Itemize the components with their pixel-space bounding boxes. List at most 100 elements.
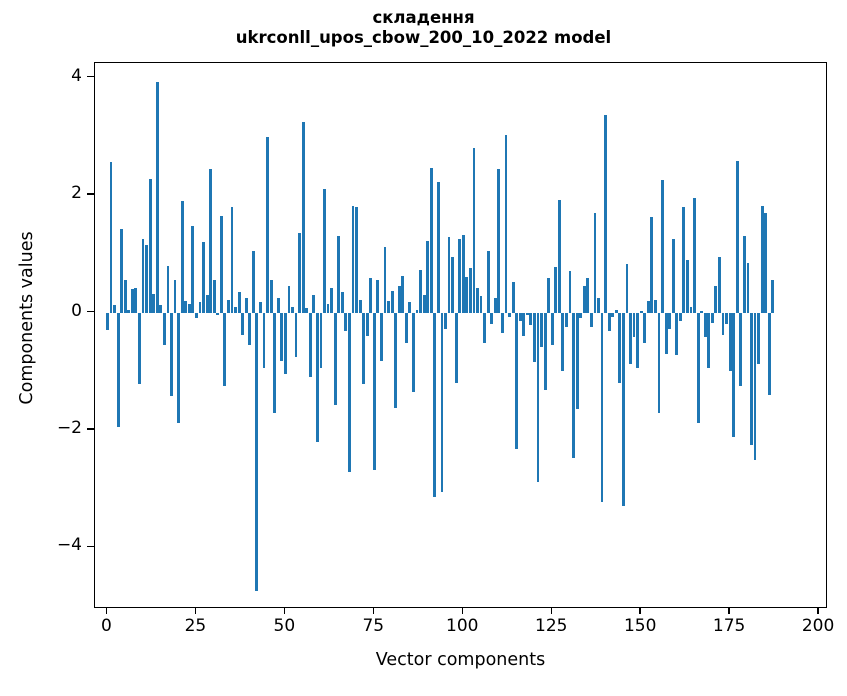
bar [412,312,415,392]
y-tick-mark [87,193,94,195]
bar [330,287,334,313]
bar [703,312,707,338]
bar [237,291,241,313]
bar [337,236,341,313]
bar [116,312,120,427]
bar [294,312,298,357]
bar [525,312,529,316]
bar [479,296,483,313]
bar [490,312,494,325]
bar [358,299,362,313]
bar [130,289,134,313]
y-tick-label: 2 [71,183,82,204]
bar [312,294,316,313]
x-tick-label: 175 [712,616,746,636]
bar [162,312,166,345]
bar [152,293,156,313]
bar [522,312,526,336]
bar [426,240,430,313]
bar [753,312,757,461]
bar [543,312,547,390]
bar [646,300,650,313]
bar [714,286,718,313]
bar [326,303,330,313]
bar [561,312,565,372]
y-tick-mark [87,310,94,313]
bar [632,312,636,338]
bar [643,312,647,344]
bar [436,182,440,313]
bar [654,299,657,313]
bar [429,167,433,313]
bar [710,312,714,324]
bar [351,205,355,313]
bar [547,278,551,313]
bar [682,206,686,313]
bar [120,229,124,313]
bar [607,312,611,332]
bar [486,250,490,313]
bar [376,280,380,313]
y-axis-tick-labels: −4 −2 0 2 4 [0,0,82,696]
x-tick-mark [372,607,374,614]
x-tick-mark [283,607,286,614]
bar [134,287,138,313]
bar [276,297,280,313]
bar [639,311,643,313]
bar [693,198,696,313]
bar [323,188,326,313]
bar [518,312,522,322]
bar [728,312,732,372]
bar [202,242,205,313]
bar [678,312,682,322]
bar [579,312,583,319]
bar [767,312,771,395]
bar [668,312,672,329]
y-tick-label: −2 [56,417,82,438]
x-tick-label: 100 [446,616,479,636]
bar [696,312,700,423]
chart-title: складення ukrconll_upos_cbow_200_10_2022… [0,8,847,48]
bar [472,148,476,313]
bar [273,312,277,414]
bar [251,250,255,313]
bar [568,271,572,313]
x-tick-mark [728,607,730,614]
bar [515,312,519,449]
bar [550,312,554,345]
x-tick-label: 75 [362,616,385,636]
bar [536,312,540,482]
bar [718,256,721,313]
bar [476,287,479,313]
y-axis-label: Components values [17,231,37,405]
bar [291,306,294,313]
bar [614,309,618,313]
bar [223,312,227,386]
bar [611,312,615,318]
bar [404,312,408,344]
x-tick-mark [105,607,108,614]
bar [540,312,543,347]
bar [113,305,116,313]
x-tick-label: 50 [273,616,296,636]
bar [340,291,344,313]
bar [387,300,390,313]
bar [511,281,515,313]
bar [269,280,273,313]
bar [230,206,234,313]
bar [586,278,590,313]
bar [155,81,159,313]
y-tick-mark [87,428,94,430]
bar [575,312,579,410]
bar [739,312,743,386]
bar [333,312,337,406]
bar [308,312,312,378]
bar [123,280,127,313]
bar [451,256,455,313]
bar [259,301,262,313]
bar [497,168,501,313]
bar [170,312,173,396]
bar [241,312,245,335]
bar [589,312,593,328]
